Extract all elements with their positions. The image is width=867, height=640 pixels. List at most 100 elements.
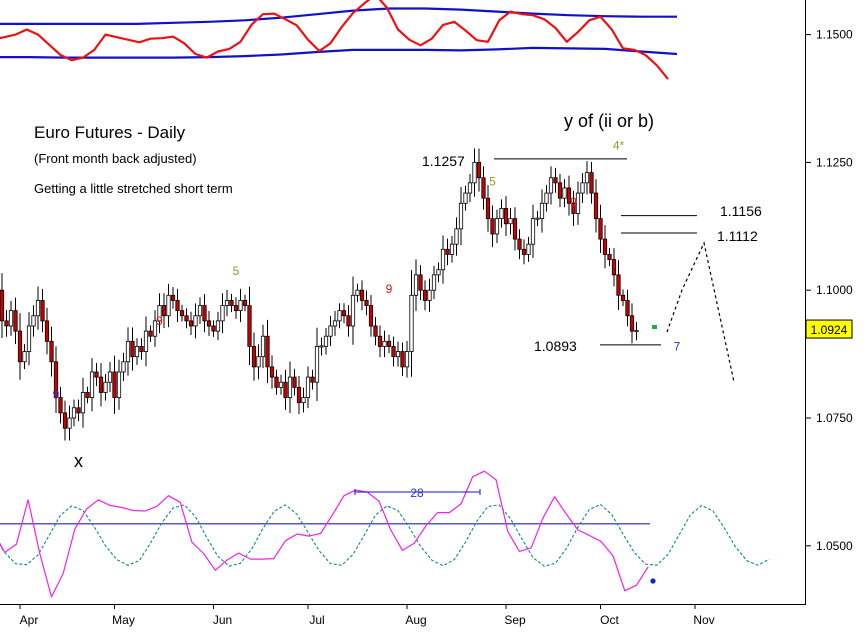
candle-down [53, 361, 59, 398]
candle-up [80, 392, 86, 414]
candle-up [508, 218, 513, 225]
candle-down [161, 305, 167, 317]
y-axis-ticks: 1.1500 1.1250 1.1000 1.0750 1.0500 [805, 28, 853, 553]
y-tick-label: 1.1000 [816, 283, 853, 297]
candle-down [386, 340, 392, 347]
candle-up [467, 182, 473, 194]
last-price-marker: 1.0924 [805, 319, 853, 339]
candle-down [346, 315, 351, 327]
candle-up [224, 300, 230, 306]
x-tick-label: Nov [693, 613, 714, 627]
candle-down [269, 366, 275, 378]
price-level-label: 1.0893 [534, 338, 577, 354]
candle-down [251, 346, 257, 368]
y-tick-label: 1.1500 [816, 28, 853, 42]
candle-up [584, 172, 590, 184]
candle-up [238, 300, 243, 312]
count-label: 5 [233, 264, 240, 278]
candle-down [490, 218, 495, 235]
candle-down [571, 202, 576, 214]
candle-down [517, 238, 522, 250]
candle-down [400, 351, 405, 368]
candle-down [625, 300, 630, 317]
count-labels: 9 9 5 9 5 9 4* 7 [53, 139, 681, 402]
candle-up [157, 305, 162, 322]
low-label: x [74, 451, 83, 471]
candle-down [44, 320, 50, 342]
candle-down [418, 274, 423, 291]
candle-down [13, 310, 18, 332]
candle-down [593, 192, 599, 220]
candle-up [103, 381, 108, 393]
candle-down [242, 300, 248, 306]
candle-up [494, 218, 500, 235]
x-tick-label: May [112, 613, 135, 627]
count-label: 9 [53, 388, 60, 402]
count-label: 7 [674, 340, 681, 354]
projection [652, 241, 735, 383]
y-tick-label: 1.1250 [816, 155, 853, 169]
candle-down [179, 310, 185, 317]
candle-down [310, 376, 315, 383]
x-axis-ticks: Apr May Jun Jul Aug Sep Oct Nov [19, 604, 715, 627]
candle-down [485, 197, 491, 220]
candle-down [553, 177, 558, 184]
y-tick-label: 1.0750 [816, 411, 853, 425]
candle-up [436, 269, 441, 276]
candle-down [521, 248, 527, 255]
candle-down [85, 392, 90, 398]
candle-up [26, 325, 32, 352]
last-price-box [805, 319, 853, 339]
bottom-oscillator-line [0, 470, 649, 598]
candle-down [233, 305, 239, 312]
candle-down [4, 320, 9, 327]
candle-down [611, 259, 617, 276]
count-label: 9 [156, 314, 163, 328]
candle-up [562, 187, 567, 199]
candle-up [575, 192, 581, 214]
candle-up [287, 376, 293, 398]
candle-up [548, 177, 554, 194]
candle-up [332, 320, 338, 327]
candle-up [413, 274, 419, 296]
candle-up [499, 208, 504, 220]
x-tick-label: Jun [213, 613, 232, 627]
x-tick-label: Oct [600, 613, 619, 627]
candle-down [265, 335, 270, 368]
candle-down [557, 182, 563, 199]
candle-up [409, 294, 414, 352]
candle-up [463, 192, 468, 204]
count-label: 9 [570, 195, 577, 209]
cycle-length-label: 28 [410, 486, 424, 500]
candle-down [283, 381, 288, 398]
candle-up [116, 371, 122, 398]
candle-up [278, 381, 284, 388]
candle-up [404, 351, 410, 368]
candle-up [193, 315, 198, 327]
candle-up [544, 192, 549, 204]
x-tick-label: Aug [405, 613, 426, 627]
candle-down [17, 330, 23, 363]
candle-up [323, 335, 329, 347]
candle-up [454, 228, 459, 245]
chart-subtitle: (Front month back adjusted) [34, 151, 197, 166]
candle-up [337, 310, 342, 322]
candle-down [211, 325, 216, 332]
candle-up [305, 376, 311, 398]
candle-down [598, 218, 603, 240]
candle-up [8, 310, 14, 327]
top-indicator [0, 0, 678, 80]
candle-up [166, 294, 171, 317]
candle-down [607, 254, 612, 260]
candle-down [391, 346, 396, 358]
candle-down [512, 218, 518, 240]
candle-down [98, 376, 104, 393]
candle-up [152, 320, 158, 337]
cycle-current-dot [650, 578, 656, 584]
candle-up [530, 218, 536, 245]
count-label: 5 [489, 174, 496, 188]
candle-up [328, 325, 333, 337]
projected-cycle-line [0, 503, 770, 567]
price-level-label: 1.1257 [422, 153, 465, 169]
